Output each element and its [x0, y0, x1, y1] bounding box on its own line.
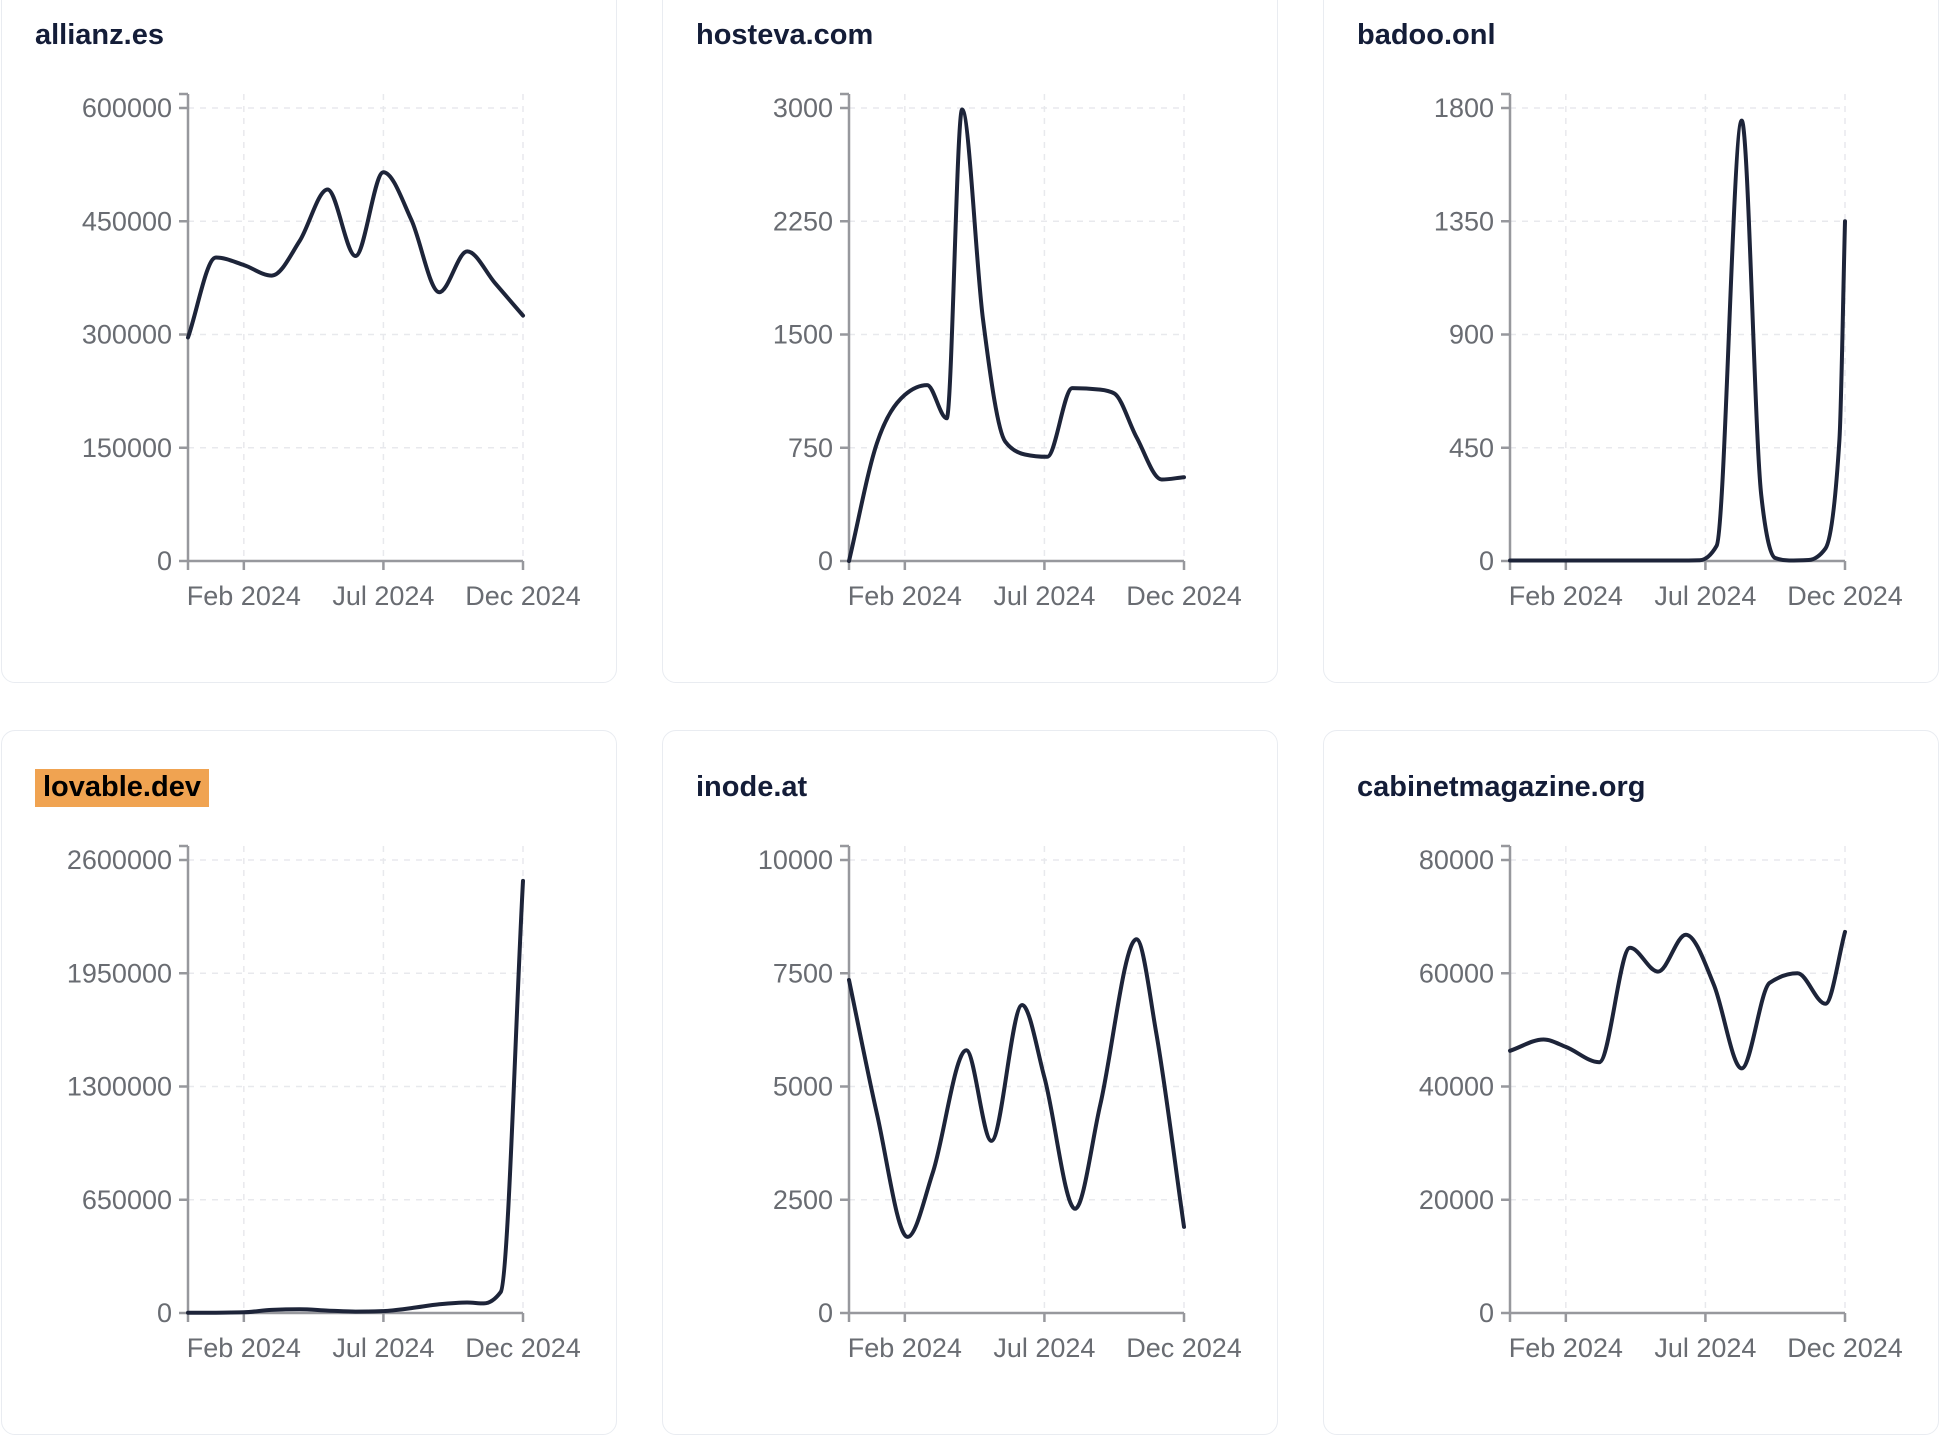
y-axis-label: 0	[818, 546, 833, 576]
x-axis-label: Feb 2024	[848, 1333, 962, 1363]
x-axis-label: Dec 2024	[1126, 1333, 1242, 1363]
chart-card: cabinetmagazine.org 0 20000 40000 60000 80000…	[1323, 730, 1939, 1435]
y-axis-label: 1300000	[67, 1072, 172, 1102]
chart-title[interactable]: allianz.es	[35, 19, 164, 52]
series-line	[1508, 118, 1847, 563]
series-line	[186, 878, 525, 1315]
chart-card: lovable.dev 0 650000 1300000 1950000 2600000 F…	[1, 730, 617, 1435]
y-axis-label: 0	[1479, 1298, 1494, 1328]
y-axis-label: 20000	[1419, 1185, 1494, 1215]
x-axis-label: Feb 2024	[1509, 581, 1623, 611]
y-axis-label: 40000	[1419, 1072, 1494, 1102]
y-axis-label: 5000	[773, 1072, 833, 1102]
x-axis-label: Dec 2024	[1126, 581, 1242, 611]
chart-title-text: allianz.es	[35, 19, 164, 51]
chart-title-text: cabinetmagazine.org	[1357, 771, 1646, 803]
x-axis-label: Jul 2024	[1654, 581, 1756, 611]
y-axis-label: 1500	[773, 320, 833, 350]
x-axis-label: Dec 2024	[465, 581, 581, 611]
line-chart: 0 20000 40000 60000 80000 Feb 2024 Jul 2024 Dec…	[1419, 844, 1903, 1363]
y-axis-label: 0	[818, 1298, 833, 1328]
line-chart: 0 650000 1300000 1950000 2600000 Feb 2024 Jul …	[67, 844, 581, 1363]
y-axis-label: 900	[1449, 320, 1494, 350]
chart-title[interactable]: lovable.dev	[35, 769, 209, 807]
y-axis-label: 450	[1449, 433, 1494, 463]
chart-title[interactable]: hosteva.com	[696, 19, 873, 52]
chart-title-text-highlighted: lovable.dev	[35, 769, 209, 807]
x-axis-label: Dec 2024	[1787, 1333, 1903, 1363]
y-axis-label: 450000	[82, 206, 172, 236]
y-axis-label: 2250	[773, 206, 833, 236]
line-chart: 0 2500 5000 7500 10000 Feb 2024 Jul 2024 Dec 20…	[758, 844, 1242, 1363]
y-axis-label: 2600000	[67, 845, 172, 875]
chart-title[interactable]: badoo.onl	[1357, 19, 1496, 52]
x-axis-label: Jul 2024	[993, 581, 1095, 611]
y-axis-label: 650000	[82, 1185, 172, 1215]
x-axis-label: Jul 2024	[332, 1333, 434, 1363]
chart-card: hosteva.com 0 750 1500 2250 3000 Feb 2024 Jul 2…	[662, 0, 1278, 683]
y-axis-label: 60000	[1419, 958, 1494, 988]
x-axis-label: Jul 2024	[1654, 1333, 1756, 1363]
x-axis-label: Jul 2024	[332, 581, 434, 611]
y-axis-label: 750	[788, 433, 833, 463]
series-line	[847, 937, 1186, 1239]
chart-title[interactable]: cabinetmagazine.org	[1357, 771, 1645, 804]
chart-card: inode.at 0 2500 5000 7500 10000 Feb 2024 Jul 20…	[662, 730, 1278, 1435]
y-axis-label: 1950000	[67, 958, 172, 988]
chart-title-text: inode.at	[696, 771, 808, 803]
y-axis-label: 150000	[82, 433, 172, 463]
chart-title[interactable]: inode.at	[696, 771, 807, 804]
y-axis-label: 7500	[773, 958, 833, 988]
series-line	[847, 107, 1186, 563]
y-axis-label: 80000	[1419, 845, 1494, 875]
y-axis-label: 300000	[82, 320, 172, 350]
line-chart: 0 150000 300000 450000 600000 Feb 2024 Jul 202…	[82, 92, 581, 611]
chart-card: badoo.onl 0 450 900 1350 1800 Feb 2024 Jul 2024…	[1323, 0, 1939, 683]
y-axis-label: 1350	[1434, 206, 1494, 236]
chart-title-text: hosteva.com	[696, 19, 874, 51]
series-line	[1508, 929, 1847, 1071]
y-axis-label: 600000	[82, 93, 172, 123]
line-chart: 0 750 1500 2250 3000 Feb 2024 Jul 2024 Dec 2024	[773, 92, 1242, 611]
chart-card: allianz.es 0 150000 300000 450000 600000 Feb 2…	[1, 0, 617, 683]
y-axis-label: 2500	[773, 1185, 833, 1215]
x-axis-label: Jul 2024	[993, 1333, 1095, 1363]
x-axis-label: Feb 2024	[187, 581, 301, 611]
y-axis-label: 10000	[758, 845, 833, 875]
x-axis-label: Feb 2024	[187, 1333, 301, 1363]
x-axis-label: Dec 2024	[465, 1333, 581, 1363]
y-axis-label: 1800	[1434, 93, 1494, 123]
y-axis-label: 3000	[773, 93, 833, 123]
x-axis-label: Dec 2024	[1787, 581, 1903, 611]
x-axis-label: Feb 2024	[1509, 1333, 1623, 1363]
chart-title-text: badoo.onl	[1357, 19, 1496, 51]
y-axis-label: 0	[157, 546, 172, 576]
line-chart: 0 450 900 1350 1800 Feb 2024 Jul 2024 Dec 2024	[1434, 92, 1903, 611]
y-axis-label: 0	[157, 1298, 172, 1328]
y-axis-label: 0	[1479, 546, 1494, 576]
x-axis-label: Feb 2024	[848, 581, 962, 611]
series-line	[186, 170, 525, 340]
